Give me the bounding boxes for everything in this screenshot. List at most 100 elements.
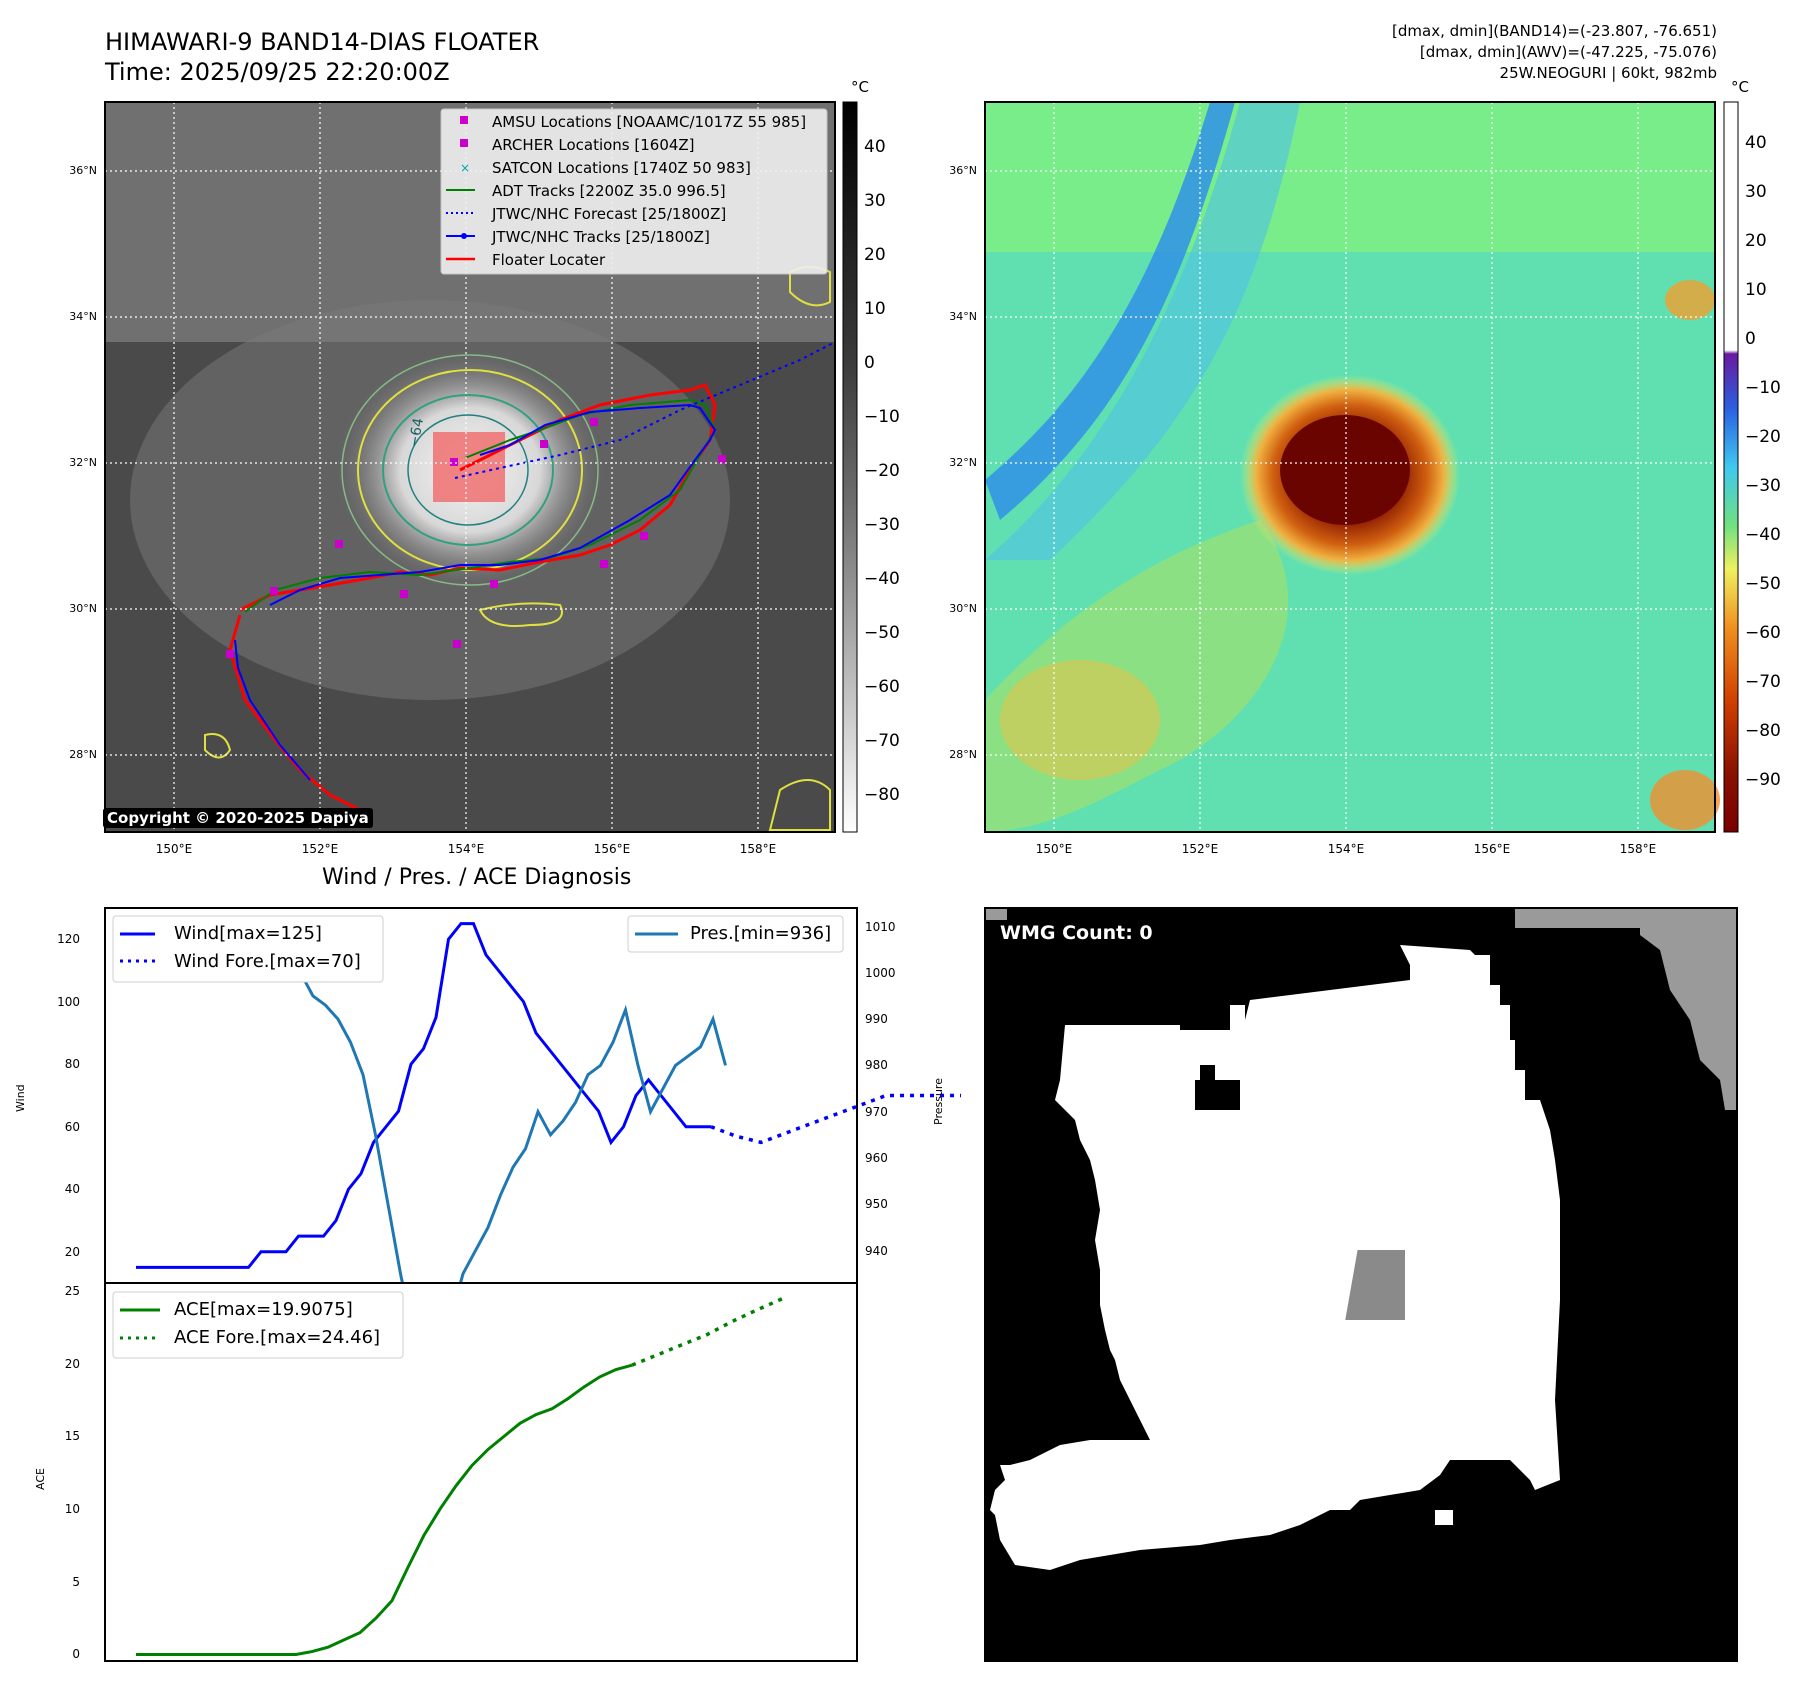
stat-line3: 25W.NEOGURI | 60kt, 982mb <box>1499 64 1717 82</box>
wmg-count-label: WMG Count: 0 <box>1000 922 1153 944</box>
awv-colorbar-tick: −90 <box>1745 770 1781 790</box>
svg-text:×: × <box>460 161 470 175</box>
ace-forecast-series-line <box>631 1297 783 1367</box>
awv-lon-tick: 158°E <box>1619 842 1657 856</box>
awv-colorbar-tick: −30 <box>1745 476 1781 496</box>
pressure-axis-tick: 950 <box>865 1197 888 1212</box>
ace-legend-label: ACE[max=19.9075] <box>174 1299 353 1320</box>
awv-lat-tick: 32°N <box>949 456 977 469</box>
wind-axis-tick: 120 <box>57 932 80 947</box>
ace-axis-tick: 5 <box>72 1574 80 1589</box>
awv-colorbar-unit: °C <box>1731 78 1749 96</box>
ir-colorbar-tick: −60 <box>864 677 900 697</box>
pressure-ylabel: Pressure <box>932 1078 945 1125</box>
wind-ylabel: Wind <box>14 1084 27 1112</box>
legend-item-label: SATCON Locations [1740Z 50 983] <box>492 159 751 177</box>
wind-forecast-legend-label: Wind Fore.[max=70] <box>174 951 361 972</box>
pressure-axis-tick: 960 <box>865 1151 888 1165</box>
awv-lon-tick: 156°E <box>1473 842 1511 856</box>
awv-lat-tick: 36°N <box>949 164 977 177</box>
wind-axis-tick: 40 <box>64 1182 80 1197</box>
ace-axis-tick: 0 <box>72 1647 80 1662</box>
awv-colorbar-tick: −50 <box>1745 574 1781 594</box>
copyright-label: Copyright © 2020-2025 Dapiya <box>103 808 373 828</box>
ace-ylabel: ACE <box>34 1468 47 1490</box>
ace-axis-tick: 15 <box>64 1429 80 1444</box>
ace-axis-tick: 10 <box>64 1502 80 1517</box>
ace-axis-tick: 25 <box>64 1284 80 1298</box>
ir-colorbar-tick: −70 <box>864 731 900 751</box>
ir-lon-tick: 150°E <box>155 842 193 856</box>
ir-colorbar-tick: −20 <box>864 461 900 481</box>
ir-lat-tick: 36°N <box>69 164 97 177</box>
ir-colorbar-tick: −30 <box>864 515 900 535</box>
ir-colorbar-tick: 0 <box>864 353 875 373</box>
ir-lat-tick: 30°N <box>69 602 97 615</box>
wind-axis-tick: 100 <box>57 994 80 1009</box>
legend-item-label: JTWC/NHC Tracks [25/1800Z] <box>492 228 710 246</box>
wind-legend-label: Wind[max=125] <box>174 923 322 944</box>
pres-legend <box>627 915 844 953</box>
ir-colorbar-tick: −80 <box>864 785 900 805</box>
title-line2: Time: 2025/09/25 22:20:00Z <box>105 58 450 86</box>
awv-colorbar-tick: −80 <box>1745 721 1781 741</box>
ace-series-line <box>136 1363 633 1656</box>
ir-lon-tick: 154°E <box>447 842 485 856</box>
pressure-axis-tick: 940 <box>865 1243 888 1258</box>
ir-colorbar-unit: °C <box>851 78 869 96</box>
pressure-axis-tick: 990 <box>865 1012 888 1027</box>
stat-line1: [dmax, dmin](BAND14)=(-23.807, -76.651) <box>1392 22 1717 40</box>
ir-colorbar-tick: −50 <box>864 623 900 643</box>
legend-item-label: ARCHER Locations [1604Z] <box>492 136 695 154</box>
stat-line2: [dmax, dmin](AWV)=(-47.225, -75.076) <box>1419 43 1717 61</box>
contour-label: −64 <box>406 417 427 449</box>
pressure-axis-tick: 980 <box>865 1058 888 1073</box>
ace-plot <box>136 1297 783 1656</box>
legend-item-label: JTWC/NHC Forecast [25/1800Z] <box>492 205 727 223</box>
awv-colorbar-tick: 40 <box>1745 133 1767 153</box>
ir-colorbar-tick: 30 <box>864 191 886 211</box>
legend-item-label: ADT Tracks [2200Z 35.0 996.5] <box>492 182 726 200</box>
awv-lat-tick: 34°N <box>949 310 977 323</box>
awv-colorbar-tick: −60 <box>1745 623 1781 643</box>
wind-axis-tick: 60 <box>64 1119 80 1134</box>
ace-forecast-legend-label: ACE Fore.[max=24.46] <box>174 1327 381 1348</box>
wind-axis-tick: 80 <box>64 1057 80 1072</box>
awv-colorbar-tick: −20 <box>1745 427 1781 447</box>
ir-colorbar <box>842 101 858 833</box>
awv-colorbar-tick: 30 <box>1745 182 1767 202</box>
wind-legend <box>112 915 384 983</box>
ir-lat-tick: 34°N <box>69 310 97 323</box>
ace-legend <box>112 1291 404 1359</box>
pressure-axis-tick: 1000 <box>865 965 896 980</box>
ir-lon-tick: 158°E <box>739 842 777 856</box>
pres-legend-label: Pres.[min=936] <box>690 923 832 944</box>
awv-colorbar-tick: −70 <box>1745 672 1781 692</box>
pressure-axis-tick: 970 <box>865 1104 888 1119</box>
ir-lon-tick: 152°E <box>301 842 339 856</box>
awv-map-panel <box>984 101 1720 833</box>
awv-lon-tick: 154°E <box>1327 842 1365 856</box>
ir-colorbar-tick: −40 <box>864 569 900 589</box>
wind-axis-tick: 20 <box>64 1244 80 1259</box>
legend-item-label: AMSU Locations [NOAAMC/1017Z 55 985] <box>492 113 807 131</box>
title-line1: HIMAWARI-9 BAND14-DIAS FLOATER <box>105 28 540 56</box>
wmg-panel <box>984 907 1738 1662</box>
awv-colorbar-tick: 20 <box>1745 231 1767 251</box>
awv-colorbar-tick: 10 <box>1745 280 1767 300</box>
pressure-axis-tick: 1010 <box>865 919 896 934</box>
ir-lat-tick: 28°N <box>69 748 97 761</box>
ir-colorbar-tick: 20 <box>864 245 886 265</box>
awv-lon-tick: 152°E <box>1181 842 1219 856</box>
awv-colorbar-tick: 0 <box>1745 329 1756 349</box>
wind-forecast-series-line <box>710 1093 961 1145</box>
awv-lon-tick: 150°E <box>1035 842 1073 856</box>
awv-colorbar-tick: −10 <box>1745 378 1781 398</box>
ir-lat-tick: 32°N <box>69 456 97 469</box>
ir-lon-tick: 156°E <box>593 842 631 856</box>
ir-colorbar-tick: 10 <box>864 299 886 319</box>
ir-colorbar-tick: 40 <box>864 137 886 157</box>
ir-colorbar-tick: −10 <box>864 407 900 427</box>
legend-item-label: Floater Locater <box>492 251 606 269</box>
